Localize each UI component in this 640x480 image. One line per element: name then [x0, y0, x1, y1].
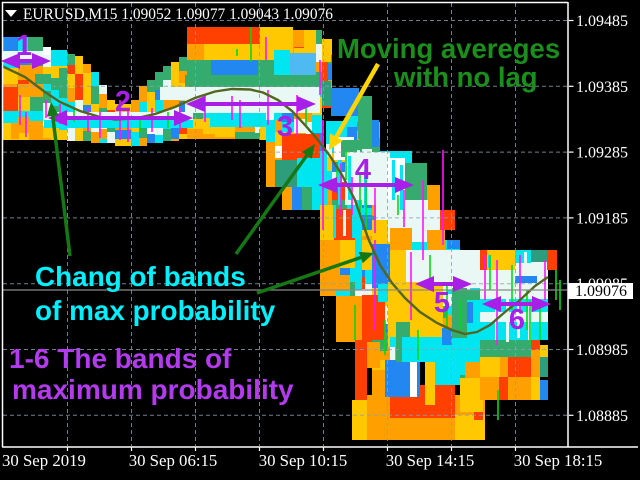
- svg-text:6: 6: [509, 304, 525, 336]
- svg-text:30 Sep 2019: 30 Sep 2019: [2, 451, 86, 470]
- svg-text:1.09185: 1.09185: [576, 210, 628, 227]
- svg-text:Chang of bands: Chang of bands: [35, 261, 246, 292]
- svg-text:1.09285: 1.09285: [576, 145, 628, 162]
- svg-text:5: 5: [434, 287, 450, 319]
- svg-text:1: 1: [16, 30, 32, 62]
- svg-text:4: 4: [355, 154, 371, 186]
- svg-text:30 Sep 06:15: 30 Sep 06:15: [129, 451, 218, 470]
- svg-text:maximum probability: maximum probability: [12, 374, 294, 405]
- svg-text:2: 2: [115, 86, 131, 118]
- svg-text:1.09076: 1.09076: [575, 283, 627, 300]
- svg-text:1.09485: 1.09485: [576, 13, 628, 30]
- svg-text:with no lag: with no lag: [393, 62, 538, 93]
- svg-text:1.08885: 1.08885: [576, 408, 628, 425]
- svg-text:1-6 The bands of: 1-6 The bands of: [9, 343, 232, 374]
- svg-text:EURUSD,M15 1.09052 1.09077 1.: EURUSD,M15 1.09052 1.09077 1.09043 1.090…: [23, 6, 333, 23]
- svg-text:of max probability: of max probability: [35, 295, 276, 326]
- svg-text:1.09385: 1.09385: [576, 79, 628, 96]
- svg-text:1.08985: 1.08985: [576, 342, 628, 359]
- svg-text:30 Sep 14:15: 30 Sep 14:15: [386, 451, 475, 470]
- svg-text:3: 3: [277, 111, 293, 143]
- svg-text:30 Sep 10:15: 30 Sep 10:15: [259, 451, 348, 470]
- svg-text:Moving avereges: Moving avereges: [337, 33, 560, 64]
- svg-text:30 Sep 18:15: 30 Sep 18:15: [514, 451, 603, 470]
